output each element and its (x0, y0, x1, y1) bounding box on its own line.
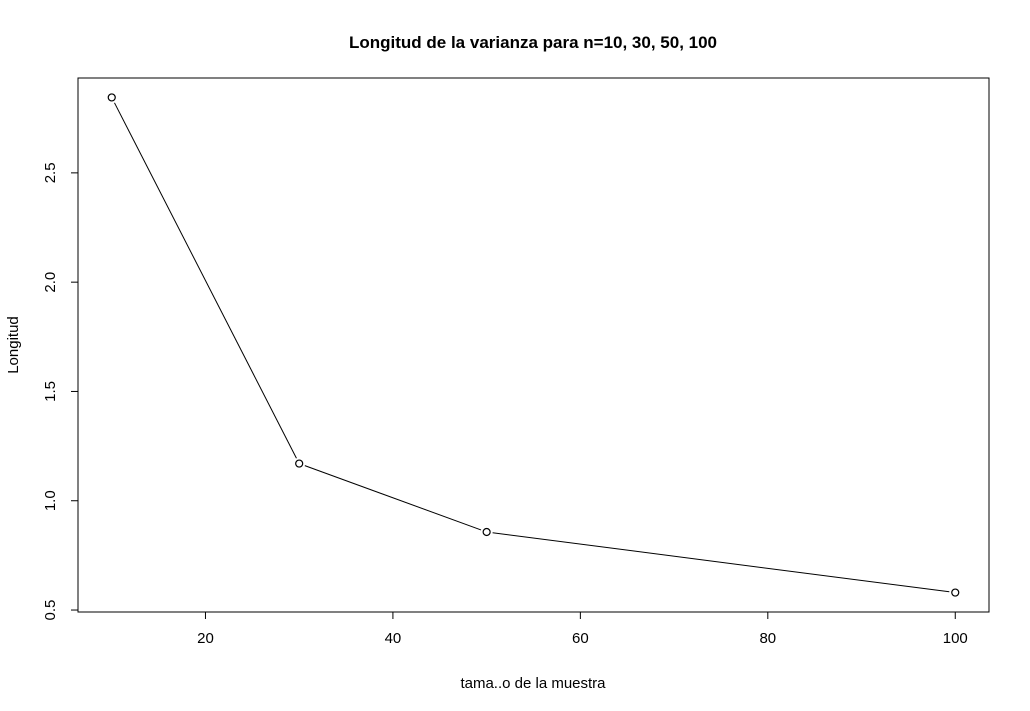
chart-title: Longitud de la varianza para n=10, 30, 5… (349, 33, 717, 52)
data-point (295, 459, 304, 468)
y-tick-label: 1.0 (42, 490, 59, 511)
y-tick-label: 2.5 (42, 162, 59, 183)
x-tick-label: 40 (385, 630, 402, 647)
y-tick-label: 2.0 (42, 272, 59, 293)
data-point (482, 527, 491, 537)
data-point (951, 588, 960, 597)
x-tick-label: 80 (759, 630, 776, 647)
y-tick-label: 1.5 (42, 381, 59, 402)
series-segment (492, 532, 950, 593)
y-axis: 0.5 1.0 1.5 2.0 2.5 (42, 162, 79, 621)
y-axis-title: Longitud (5, 316, 22, 374)
x-tick-label: 100 (943, 630, 968, 647)
x-tick-label: 60 (572, 630, 589, 647)
y-tick-label: 0.5 (42, 600, 59, 621)
series-segment (304, 465, 482, 531)
x-axis: 20 40 60 80 100 (197, 611, 968, 647)
plot-frame (77, 77, 990, 613)
x-tick-label: 20 (197, 630, 214, 647)
x-axis-title: tama..o de la muestra (460, 675, 606, 692)
series-segment (114, 102, 297, 459)
data-series (107, 93, 960, 597)
data-point (107, 93, 116, 102)
